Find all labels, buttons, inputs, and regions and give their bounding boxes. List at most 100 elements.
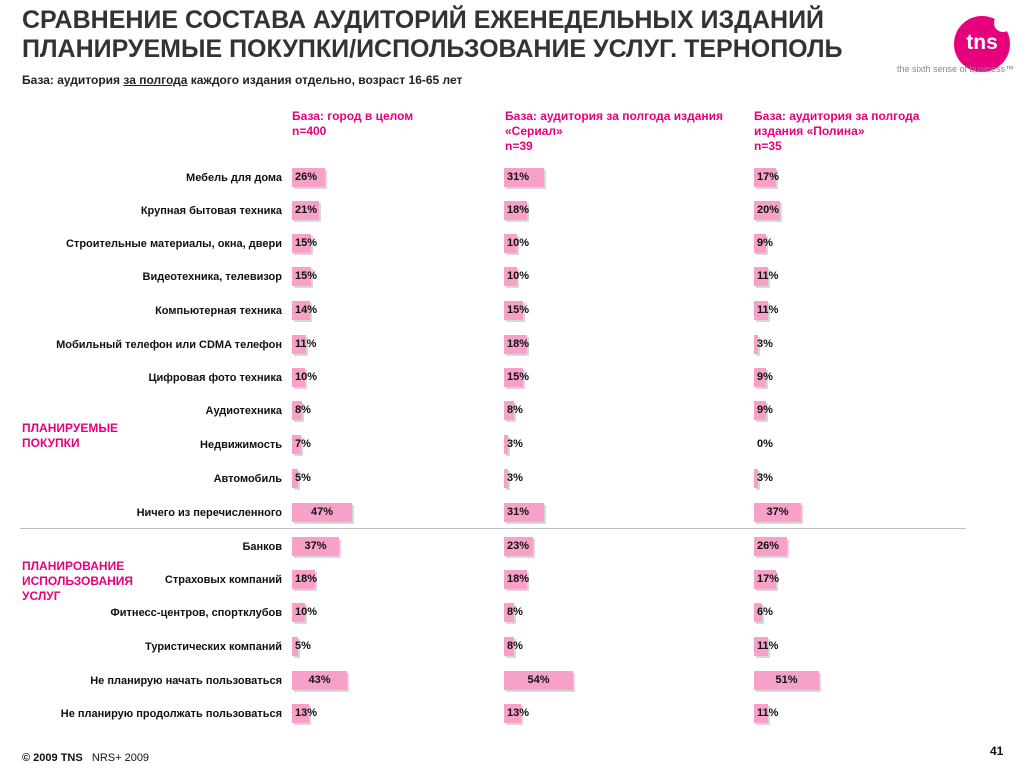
column-header-polina: База: аудитория за полгода издания «Поли… — [754, 109, 964, 154]
bar — [504, 570, 527, 589]
category-label: Видеотехника, телевизор — [142, 271, 283, 283]
category-label: Крупная бытовая техника — [140, 205, 282, 217]
bar-value-label: 10% — [295, 606, 318, 618]
category-label: Компьютерная техника — [155, 305, 282, 317]
bar-value-label: 3% — [507, 472, 523, 484]
bar-value-label: 23% — [507, 540, 530, 552]
bar — [754, 301, 768, 320]
tns-logo: tns — [954, 14, 1012, 72]
bar — [504, 301, 523, 320]
bar — [754, 671, 819, 690]
column-header-line: n=35 — [754, 139, 782, 153]
bar-value-label: 7% — [295, 438, 311, 450]
bar-value-label: 8% — [507, 640, 523, 652]
bar-value-label: 43% — [308, 674, 331, 686]
bar — [504, 401, 514, 420]
bar-value-label: 8% — [507, 404, 523, 416]
bar-value-label: 18% — [507, 338, 530, 350]
bar — [292, 704, 309, 723]
base-suffix: каждого издания отдельно, возраст 16-65 … — [187, 73, 463, 87]
category-label: Не планирую начать пользоваться — [90, 675, 282, 687]
page-number: 41 — [990, 744, 1004, 758]
bar — [292, 570, 315, 589]
bar-value-label: 37% — [766, 506, 789, 518]
bar — [754, 201, 780, 220]
bar — [754, 234, 766, 253]
title-line-1: СРАВНЕНИЕ СОСТАВА АУДИТОРИЙ ЕЖЕНЕДЕЛЬНЫХ… — [22, 6, 825, 34]
bar-value-label: 26% — [295, 171, 318, 183]
bar-value-label: 21% — [295, 204, 318, 216]
bar-value-label: 20% — [757, 204, 780, 216]
category-label: Цифровая фото техника — [148, 372, 282, 384]
bar — [754, 469, 758, 488]
base-description: База: аудитория за полгода каждого издан… — [22, 73, 462, 87]
bar — [754, 368, 766, 387]
page-title: СРАВНЕНИЕ СОСТАВА АУДИТОРИЙ ЕЖЕНЕДЕЛЬНЫХ… — [22, 6, 882, 64]
bar-value-label: 47% — [310, 506, 334, 518]
bar — [292, 503, 352, 522]
category-label: Строительные материалы, окна, двери — [65, 238, 282, 250]
category-label: Мобильный телефон или CDMA телефон — [56, 339, 282, 351]
bar-value-label: 3% — [507, 438, 523, 450]
group-label-line: ПЛАНИРОВАНИЕ — [22, 559, 125, 573]
category-label: Туристических компаний — [145, 641, 282, 653]
bar — [754, 168, 776, 187]
bar — [292, 603, 305, 622]
group-label-line: ИСПОЛЬЗОВАНИЯ — [22, 574, 134, 588]
bar — [504, 267, 517, 286]
logo-text: tns — [966, 31, 998, 54]
bar-value-label: 6% — [757, 606, 773, 618]
source-label: NRS+ 2009 — [91, 752, 150, 764]
bar — [504, 537, 533, 556]
bar — [292, 368, 305, 387]
bar — [504, 603, 514, 622]
bar-value-label: 9% — [757, 371, 773, 383]
group-divider — [20, 528, 966, 529]
column-header-line: База: аудитория за полгода — [754, 109, 920, 123]
bar — [504, 637, 514, 656]
bar-value-label: 11% — [757, 304, 779, 316]
bar-value-label: 18% — [507, 204, 530, 216]
category-label: Автомобиль — [213, 473, 282, 485]
bar — [504, 234, 517, 253]
category-label: Фитнесс-центров, спортклубов — [110, 607, 282, 619]
base-prefix: База: аудитория — [22, 73, 124, 87]
category-label: Недвижимость — [200, 439, 282, 451]
bar-value-label: 17% — [757, 573, 780, 585]
bar-value-label: 11% — [757, 707, 779, 719]
bar-value-label: 10% — [295, 371, 318, 383]
bar-value-label: 13% — [295, 707, 318, 719]
bar-value-label: 31% — [507, 171, 530, 183]
bar-value-label: 8% — [295, 404, 311, 416]
column-header-line: издания «Полина» — [754, 124, 865, 138]
bar — [504, 435, 508, 454]
category-label: Ничего из перечисленного — [136, 507, 282, 519]
bar-value-label: 18% — [507, 573, 530, 585]
bar-value-label: 3% — [757, 338, 773, 350]
category-label: Банков — [242, 541, 282, 553]
group-label-line: УСЛУГ — [22, 589, 61, 603]
bar-value-label: 51% — [775, 674, 798, 686]
bar-value-label: 15% — [507, 304, 530, 316]
bar-value-label: 15% — [295, 237, 318, 249]
bar-value-label: 13% — [507, 707, 530, 719]
bar — [292, 301, 310, 320]
bar-value-label: 11% — [757, 270, 779, 282]
bar — [292, 234, 311, 253]
column-header-line: n=39 — [505, 139, 533, 153]
bar — [292, 537, 339, 556]
column-header-city: База: город в целом n=400 — [292, 109, 528, 139]
bar-value-label: 31% — [507, 506, 530, 518]
bar — [754, 401, 766, 420]
bar — [754, 503, 801, 522]
bar — [292, 335, 306, 354]
bar — [504, 503, 544, 522]
bar-value-label: 54% — [527, 674, 550, 686]
bar — [504, 671, 573, 690]
category-label: Аудиотехника — [205, 405, 282, 417]
bar — [754, 267, 768, 286]
column-header-line: База: аудитория за полгода издания — [505, 109, 724, 123]
bar — [754, 537, 787, 556]
bar-value-label: 8% — [507, 606, 523, 618]
logo-tagline: the sixth sense of business™ — [896, 64, 1014, 74]
